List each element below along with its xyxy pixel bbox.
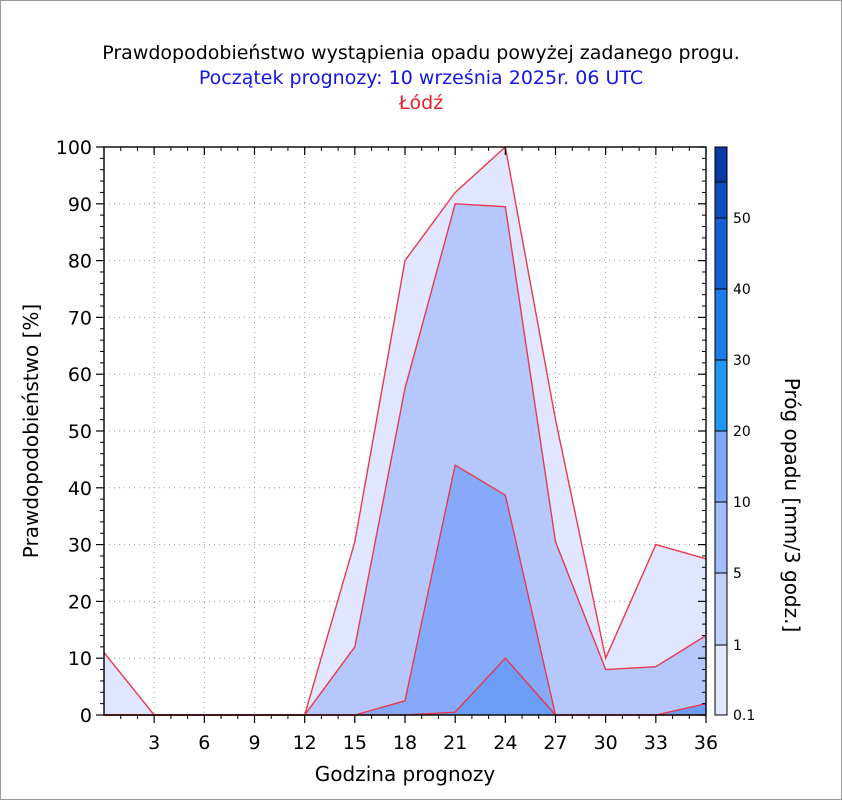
y-tick-label: 60 — [68, 364, 92, 386]
y-axis-label: Prawdopodobieństwo [%] — [19, 304, 43, 558]
y-tick-label: 80 — [68, 251, 92, 273]
y-tick-label: 50 — [68, 421, 92, 443]
colorbar-tick-label: 50 — [733, 211, 751, 227]
colorbar-segment — [715, 573, 727, 645]
colorbar-segment — [715, 360, 727, 431]
colorbar-tick-label: 20 — [733, 424, 751, 440]
colorbar: 0.1 1 5 10 20 30 40 50 — [714, 146, 755, 724]
y-tick-label: 70 — [68, 307, 92, 329]
colorbar-tick-label: 10 — [733, 495, 751, 511]
colorbar-segment — [715, 289, 727, 360]
colorbar-label: Próg opadu [mm/3 godz.] — [780, 378, 804, 633]
y-tick-label: 30 — [68, 535, 92, 557]
chart-location: Łódź — [398, 92, 444, 114]
colorbar-segment — [715, 182, 727, 218]
x-tick-label: 9 — [248, 732, 260, 754]
colorbar-segment — [715, 147, 727, 182]
x-tick-label: 15 — [343, 732, 367, 754]
y-tick-label: 40 — [68, 478, 92, 500]
colorbar-tick-label: 30 — [733, 353, 751, 369]
y-tick-label: 0 — [80, 705, 92, 727]
colorbar-segment — [715, 502, 727, 573]
colorbar-segment — [715, 645, 727, 715]
x-tick-label: 3 — [148, 732, 160, 754]
y-tick-label: 20 — [68, 591, 92, 613]
chart-title: Prawdopodobieństwo wystąpienia opadu pow… — [102, 42, 740, 64]
y-tick-label: 10 — [68, 648, 92, 670]
colorbar-segment — [715, 218, 727, 289]
y-tick-label: 100 — [56, 137, 92, 159]
x-tick-label: 30 — [594, 732, 618, 754]
area-threshold-1 — [104, 203, 706, 716]
colorbar-tick-label: 40 — [733, 282, 751, 298]
y-tick-label: 90 — [68, 194, 92, 216]
x-tick-label: 12 — [293, 732, 317, 754]
x-tick-label: 6 — [198, 732, 210, 754]
colorbar-tick-label: 5 — [733, 566, 742, 582]
x-tick-label: 18 — [393, 732, 417, 754]
x-tick-label: 33 — [644, 732, 668, 754]
x-axis-label: Godzina prognozy — [315, 762, 496, 786]
x-tick-label: 36 — [694, 732, 718, 754]
x-tick-label: 21 — [443, 732, 467, 754]
x-tick-label: 24 — [493, 732, 517, 754]
colorbar-tick-label: 0.1 — [733, 708, 755, 724]
chart-subtitle: Początek prognozy: 10 września 2025r. 06… — [198, 67, 644, 89]
colorbar-tick-label: 1 — [733, 638, 742, 654]
x-tick-label: 27 — [543, 732, 567, 754]
colorbar-segment — [715, 431, 727, 502]
